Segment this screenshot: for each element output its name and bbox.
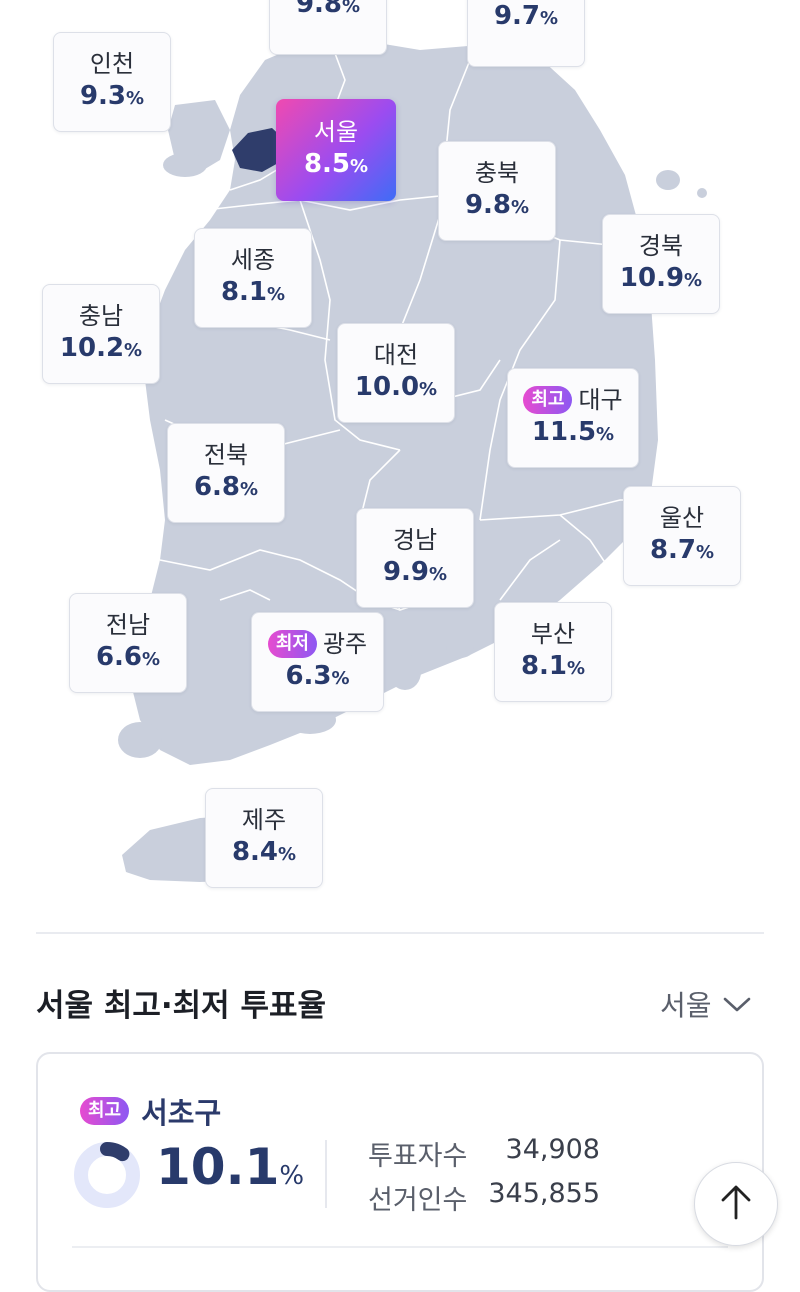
island-shape <box>697 188 707 198</box>
region-card-jeonbuk[interactable]: 전북 6.8% <box>167 423 285 523</box>
voters-value: 34,908 <box>505 1134 600 1165</box>
island-shape <box>446 638 474 658</box>
island-shape <box>656 170 680 190</box>
region-card-jeonnam[interactable]: 전남 6.6% <box>69 593 187 693</box>
region-card-incheon[interactable]: 인천 9.3% <box>53 32 171 132</box>
region-rate: 10.9% <box>619 262 703 293</box>
region-rate: 9.8% <box>295 0 361 19</box>
turnout-map: 9.8% 9.7% 인천 9.3% 서울 8.5% 충북 9.8% 경북 10.… <box>42 0 741 888</box>
highest-tag: 최고 <box>80 1097 130 1125</box>
region-card-gangwon[interactable]: 9.7% <box>467 0 585 67</box>
seoul-highlight-shape <box>232 128 285 172</box>
region-name: 세종 <box>230 245 276 274</box>
region-dropdown[interactable]: 서울 <box>660 984 752 1024</box>
region-name: 충남 <box>78 301 124 330</box>
region-name: 전북 <box>203 440 249 469</box>
region-dropdown-value: 서울 <box>660 989 712 1022</box>
region-rate: 8.1% <box>520 650 586 681</box>
region-card-seoul[interactable]: 서울 8.5% <box>276 99 396 201</box>
region-card-chungbuk[interactable]: 충북 9.8% <box>438 141 556 241</box>
region-card-gyeongbuk[interactable]: 경북 10.9% <box>602 214 720 314</box>
region-rate: 11.5% <box>531 416 615 447</box>
region-name: 제주 <box>241 805 287 834</box>
region-rate: 10.2% <box>59 332 143 363</box>
chevron-down-icon <box>722 988 752 1021</box>
region-card-chungnam[interactable]: 충남 10.2% <box>42 284 160 384</box>
region-rate: 6.3% <box>285 660 350 691</box>
section-title: 서울 최고·최저 투표율 <box>36 988 327 1024</box>
electorate-row: 선거인수 345,855 <box>368 1178 600 1217</box>
region-card-jeju[interactable]: 제주 8.4% <box>205 788 323 888</box>
district-name: 서초구 <box>141 1096 222 1130</box>
island-shape <box>163 153 207 177</box>
voters-row: 투표자수 34,908 <box>368 1134 600 1173</box>
arrow-up-icon <box>719 1183 753 1225</box>
island-shape <box>118 722 162 758</box>
region-name: 울산 <box>659 503 705 532</box>
electorate-label: 선거인수 <box>368 1185 468 1216</box>
region-card-gyeonggi[interactable]: 9.8% <box>269 0 387 55</box>
region-rate: 6.8% <box>193 471 259 502</box>
region-name: 대전 <box>373 340 419 369</box>
korea-map <box>118 39 707 882</box>
stat-divider <box>325 1140 327 1208</box>
highest-tag: 최고 <box>523 385 573 414</box>
donut-progress-icon <box>74 1142 140 1208</box>
region-card-gwangju[interactable]: 최저 광주 6.3% <box>251 612 384 712</box>
voters-label: 투표자수 <box>368 1141 468 1172</box>
district-header: 최고 서초구 <box>80 1090 221 1132</box>
region-rate: 8.4% <box>231 836 297 867</box>
region-name: 전남 <box>105 610 151 639</box>
region-rate: 8.7% <box>649 534 715 565</box>
region-name: 충북 <box>474 158 520 187</box>
region-name: 서울 <box>313 117 359 146</box>
region-rate: 6.6% <box>95 641 161 672</box>
card-bottom-divider <box>72 1246 728 1248</box>
region-card-ulsan[interactable]: 울산 8.7% <box>623 486 741 586</box>
region-card-gyeongnam[interactable]: 경남 9.9% <box>356 508 474 608</box>
scroll-top-button[interactable] <box>694 1162 778 1246</box>
region-name: 최저 광주 <box>267 629 367 659</box>
region-name: 최고 대구 <box>523 385 623 415</box>
island-shape <box>389 654 421 690</box>
lowest-tag: 최저 <box>267 629 317 658</box>
district-rate: 10.1% <box>156 1138 305 1196</box>
region-card-daegu[interactable]: 최고 대구 11.5% <box>507 368 639 468</box>
section-divider <box>36 932 764 934</box>
electorate-value: 345,855 <box>488 1178 600 1209</box>
region-name: 부산 <box>530 619 576 648</box>
region-rate: 10.0% <box>354 371 438 402</box>
region-rate: 9.8% <box>464 189 530 220</box>
region-card-sejong[interactable]: 세종 8.1% <box>194 228 312 328</box>
region-rate: 8.1% <box>220 276 286 307</box>
region-card-busan[interactable]: 부산 8.1% <box>494 602 612 702</box>
region-name: 경북 <box>638 231 684 260</box>
region-rate: 9.9% <box>382 556 448 587</box>
region-rate: 8.5% <box>303 148 369 179</box>
district-result-card: 최고 서초구 10.1% 투표자수 34,908 선거인수 345,855 <box>36 1052 764 1292</box>
region-rate: 9.7% <box>493 0 559 31</box>
region-name: 인천 <box>89 49 135 78</box>
region-name: 경남 <box>392 525 438 554</box>
island-shape <box>284 706 336 734</box>
region-rate: 9.3% <box>79 80 145 111</box>
region-card-daejeon[interactable]: 대전 10.0% <box>337 323 455 423</box>
